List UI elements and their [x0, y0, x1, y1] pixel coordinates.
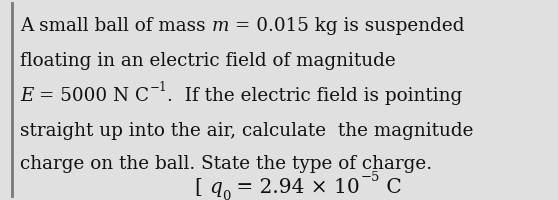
Text: straight up into the air, calculate  the magnitude: straight up into the air, calculate the … [20, 121, 474, 139]
Text: q: q [209, 177, 222, 196]
Text: −1: −1 [150, 81, 167, 94]
Text: A small ball of mass: A small ball of mass [20, 17, 211, 35]
Text: m: m [211, 17, 229, 35]
Text: −5: −5 [360, 170, 379, 183]
Text: = 5000 N C: = 5000 N C [33, 87, 150, 104]
Text: C: C [379, 177, 401, 196]
Text: charge on the ball. State the type of charge.: charge on the ball. State the type of ch… [20, 154, 432, 172]
Text: 0: 0 [222, 189, 230, 200]
Text: = 0.015 kg is suspended: = 0.015 kg is suspended [229, 17, 464, 35]
Text: E: E [20, 87, 33, 104]
Text: .  If the electric field is pointing: . If the electric field is pointing [167, 87, 462, 104]
Text: = 2.94 × 10: = 2.94 × 10 [230, 177, 360, 196]
Text: floating in an electric field of magnitude: floating in an electric field of magnitu… [20, 52, 396, 70]
Text: [: [ [195, 177, 209, 196]
